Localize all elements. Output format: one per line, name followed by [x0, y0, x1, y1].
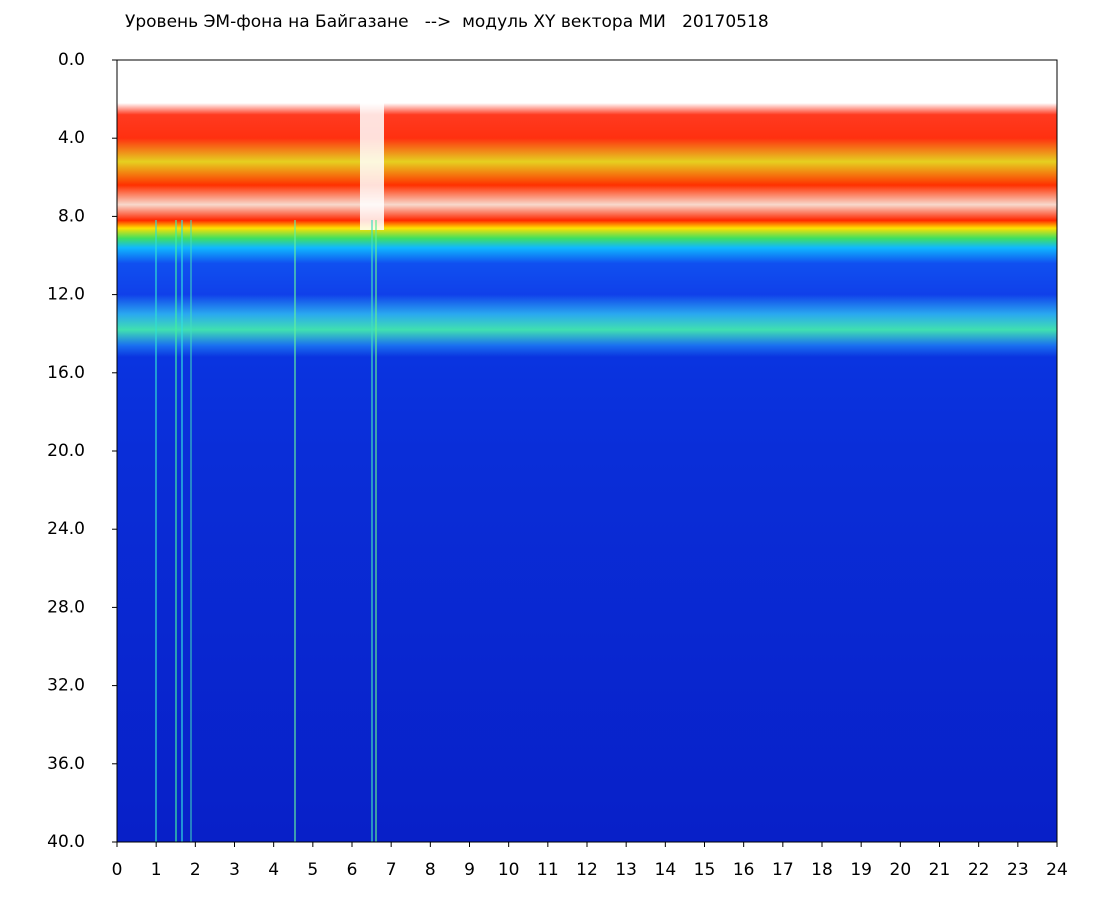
x-tick-label: 19 [850, 860, 872, 880]
x-tick-label: 20 [890, 860, 912, 880]
x-tick-label: 8 [425, 860, 436, 880]
x-tick-label: 24 [1046, 860, 1068, 880]
x-tick-label: 17 [772, 860, 794, 880]
x-tick-label: 1 [151, 860, 162, 880]
y-tick-label: 32.0 [47, 676, 85, 696]
x-tick-label: 5 [307, 860, 318, 880]
x-tick-label: 23 [1007, 860, 1029, 880]
y-tick-label: 8.0 [58, 206, 85, 226]
x-tick-label: 12 [576, 860, 598, 880]
x-tick-label: 3 [229, 860, 240, 880]
heatmap-gap [360, 60, 384, 230]
heatmap-area [117, 60, 1057, 842]
y-tick-label: 4.0 [58, 128, 85, 148]
y-tick-label: 20.0 [47, 441, 85, 461]
x-tick-label: 11 [537, 860, 559, 880]
x-tick-label: 2 [190, 860, 201, 880]
x-tick-label: 14 [655, 860, 677, 880]
x-tick-label: 0 [112, 860, 123, 880]
x-tick-label: 7 [386, 860, 397, 880]
x-tick-label: 15 [694, 860, 716, 880]
x-tick-label: 10 [498, 860, 520, 880]
x-tick-label: 18 [811, 860, 833, 880]
y-tick-label: 24.0 [47, 519, 85, 539]
y-tick-label: 16.0 [47, 363, 85, 383]
y-tick-label: 12.0 [47, 285, 85, 305]
chart-title: Уровень ЭМ-фона на Байгазане --> модуль … [125, 12, 769, 32]
streaks [155, 220, 377, 842]
y-tick-label: 40.0 [47, 832, 85, 852]
y-tick-label: 0.0 [58, 50, 85, 70]
x-tick-label: 22 [968, 860, 990, 880]
x-tick-label: 6 [347, 860, 358, 880]
y-tick-label: 36.0 [47, 754, 85, 774]
x-tick-label: 13 [615, 860, 637, 880]
x-tick-label: 16 [733, 860, 755, 880]
y-tick-label: 28.0 [47, 597, 85, 617]
x-tick-label: 4 [268, 860, 279, 880]
x-tick-label: 21 [929, 860, 951, 880]
x-tick-label: 9 [464, 860, 475, 880]
